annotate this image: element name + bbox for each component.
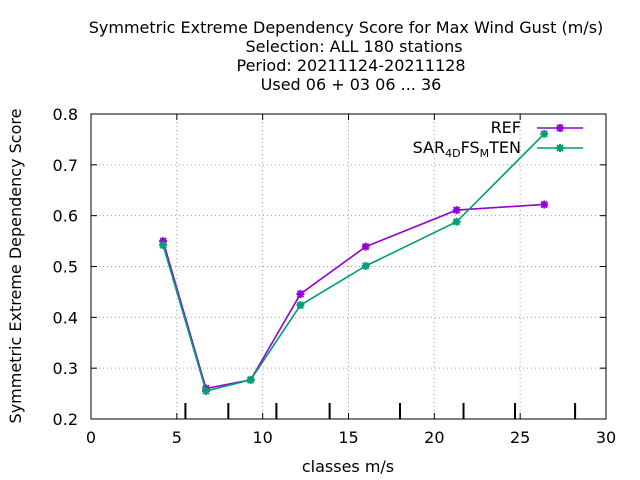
x-tick-label: 25 (510, 428, 530, 447)
x-tick-label: 0 (86, 428, 96, 447)
data-point (452, 206, 461, 215)
x-tick-label: 30 (596, 428, 616, 447)
grid (91, 114, 606, 419)
x-axis-label: classes m/s (302, 457, 394, 476)
chart-title: Symmetric Extreme Dependency Score for M… (89, 18, 604, 94)
legend: REF SAR4DFSMTEN (413, 118, 583, 160)
series-0 (159, 200, 549, 393)
y-tick-label: 0.4 (53, 308, 78, 327)
legend-label-sar: SAR4DFSMTEN (413, 138, 521, 160)
legend-part-4d: 4D (445, 147, 460, 160)
y-tick-label: 0.2 (53, 410, 78, 429)
legend-part-m: M (480, 147, 490, 160)
legend-marker (556, 144, 564, 152)
plot-frame (90, 113, 607, 420)
x-tick-label: 10 (252, 428, 272, 447)
series-line (162, 203, 545, 390)
title-line-2: Selection: ALL 180 stations (245, 37, 462, 56)
data-point (159, 237, 168, 246)
data-point (540, 200, 549, 209)
legend-part-sar: SAR (413, 138, 446, 157)
y-tick-label: 0.5 (53, 258, 78, 277)
series (159, 129, 549, 396)
x-tick-label: 15 (338, 428, 358, 447)
data-point (540, 129, 549, 138)
y-tick-label: 0.3 (53, 359, 78, 378)
data-point (361, 261, 370, 270)
title-line-1: Symmetric Extreme Dependency Score for M… (89, 18, 604, 37)
data-point (452, 217, 461, 226)
class-boundary-ticks (184, 403, 577, 419)
series-line (162, 133, 545, 393)
series-1 (159, 129, 549, 396)
legend-label-ref: REF (491, 118, 521, 137)
legend-part-ten: TEN (488, 138, 521, 157)
data-point (296, 301, 305, 310)
data-point (246, 375, 255, 384)
data-point (296, 289, 305, 298)
y-tick-label: 0.8 (53, 105, 78, 124)
title-line-4: Used 06 + 03 06 ... 36 (261, 75, 442, 94)
title-line-3: Period: 20211124-20211128 (236, 56, 465, 75)
data-point (202, 387, 211, 396)
data-point (361, 242, 370, 251)
y-tick-label: 0.7 (53, 156, 78, 175)
data-point (159, 241, 168, 250)
legend-part-fs: FS (461, 138, 480, 157)
axes: 0 5 10 15 20 25 30 0.2 0.3 0.4 0.5 0.6 0.7 0.8 (53, 105, 617, 447)
x-tick-label: 20 (424, 428, 444, 447)
y-axis-label: Symmetric Extreme Dependency Score (6, 109, 25, 424)
y-tick-label: 0.6 (53, 207, 78, 226)
x-tick-label: 5 (172, 428, 182, 447)
legend-marker (556, 124, 564, 132)
